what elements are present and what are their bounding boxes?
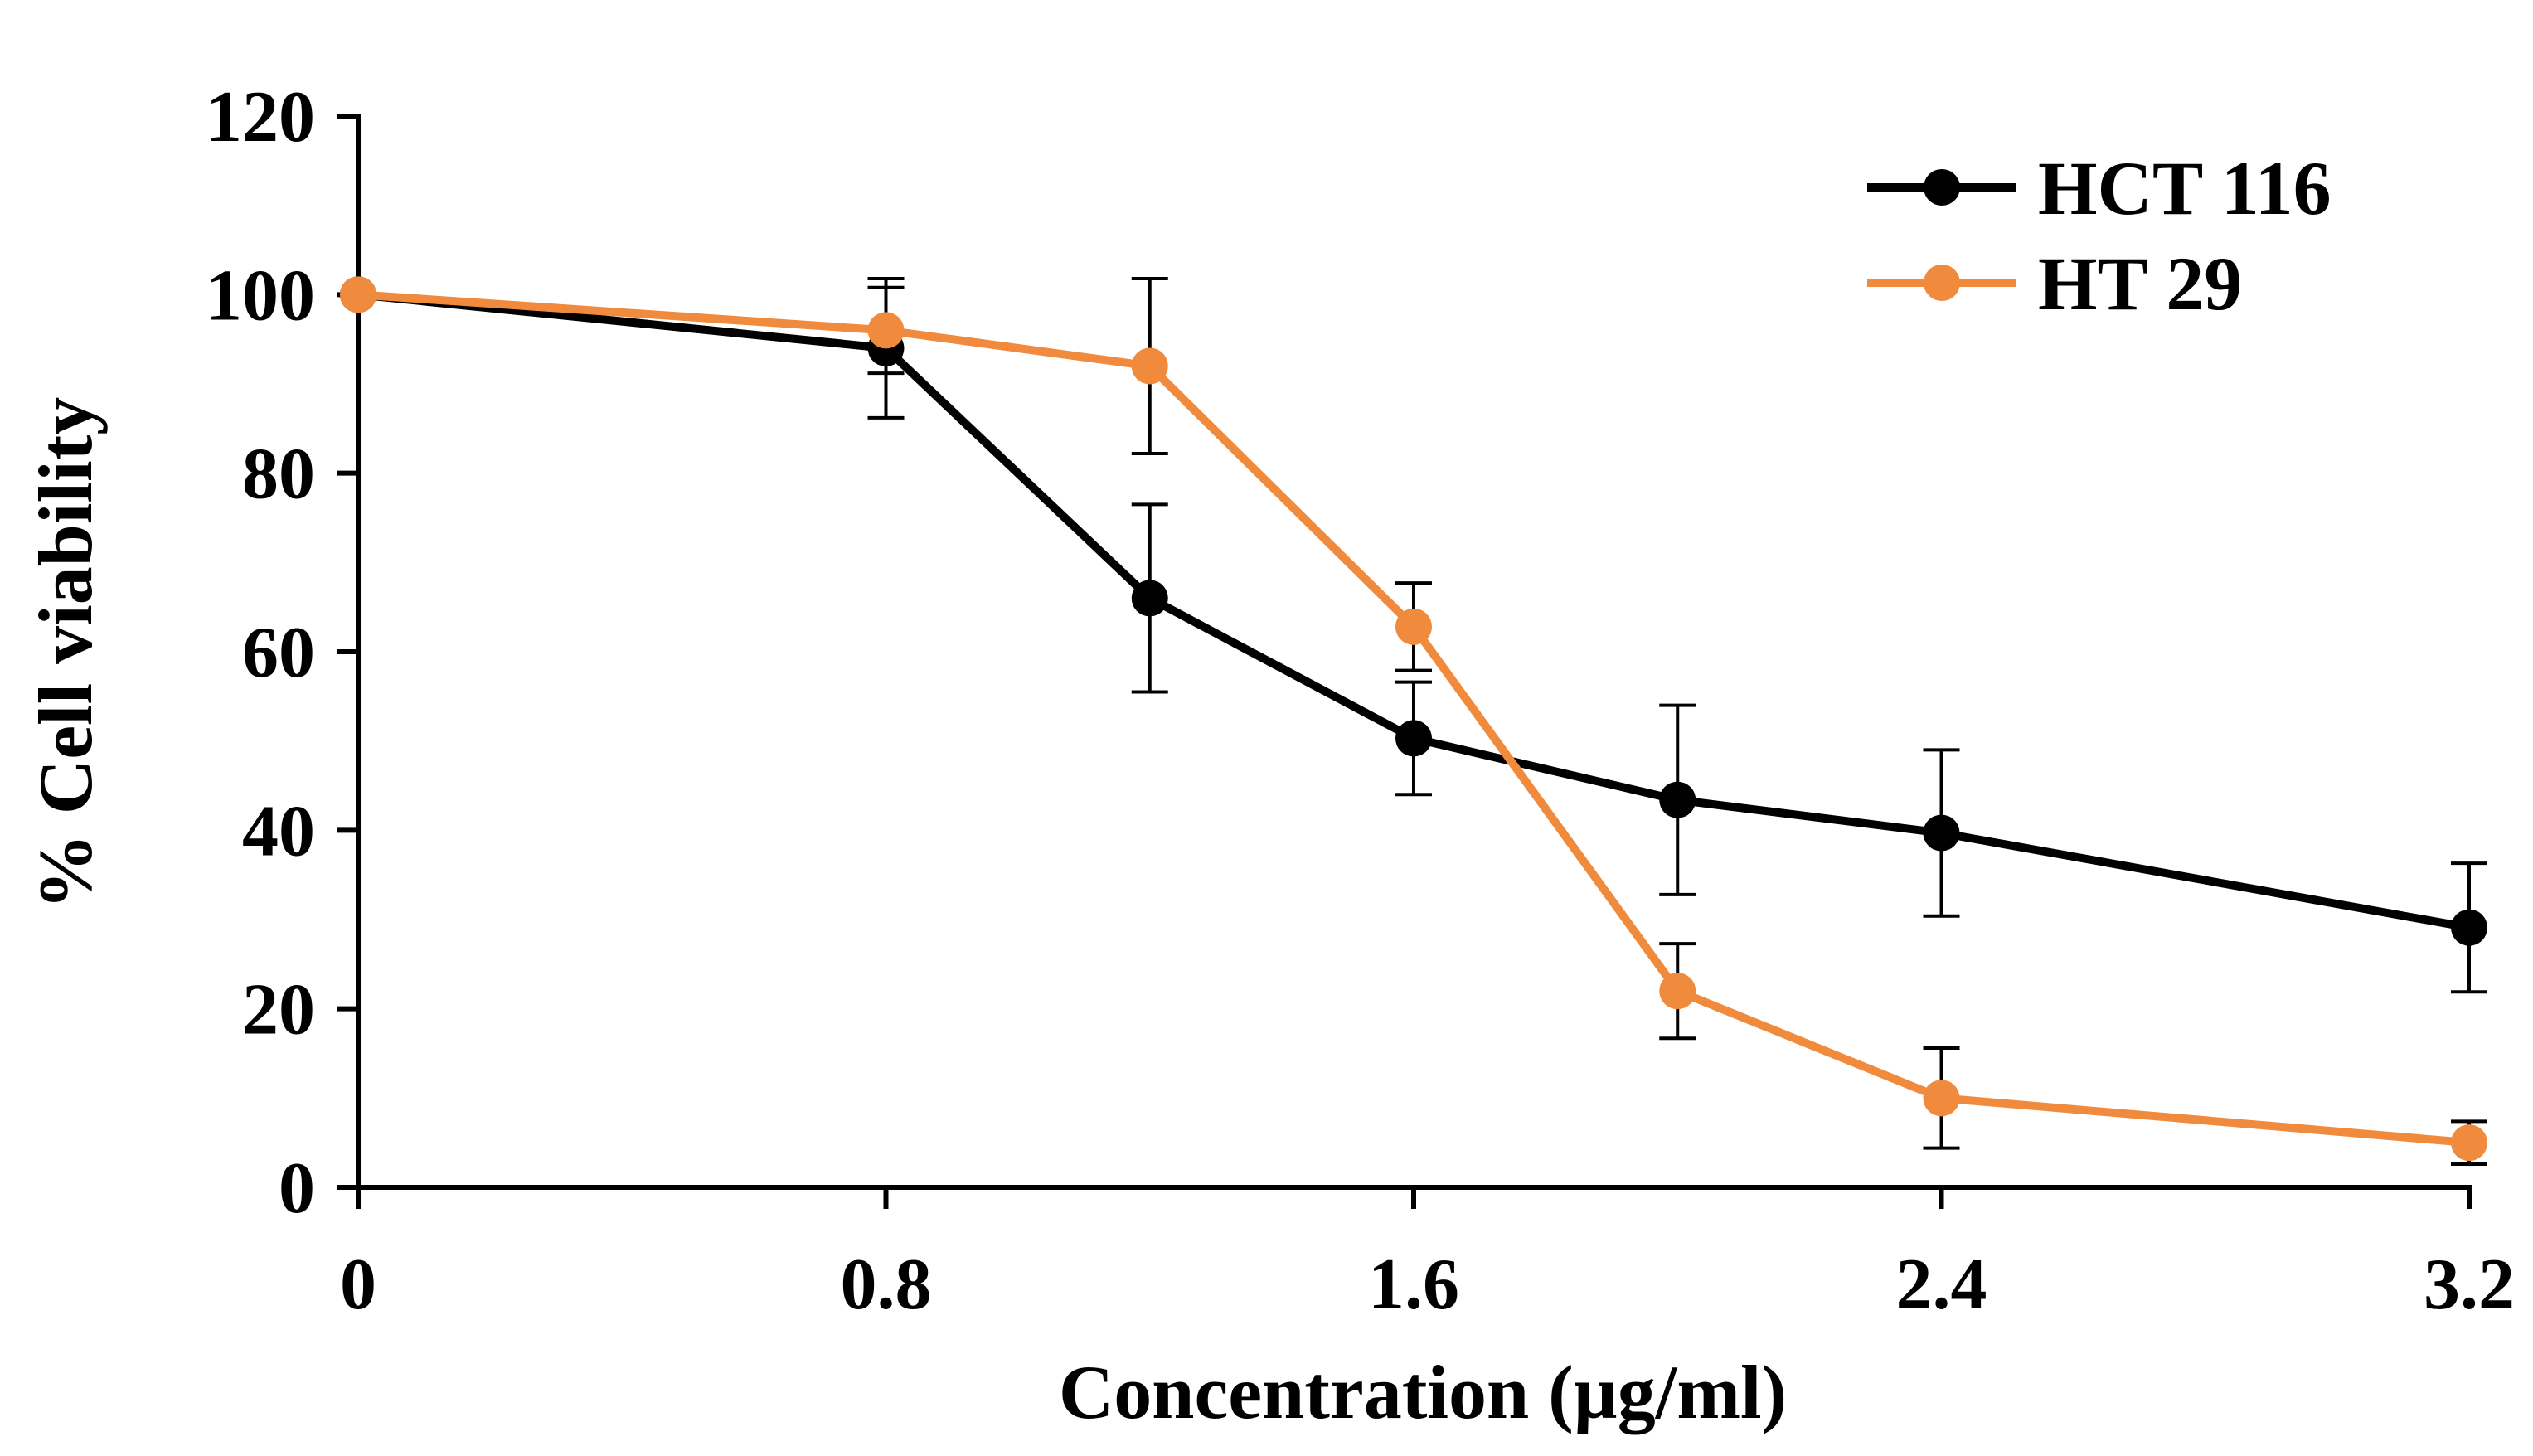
series-group	[340, 276, 2487, 1167]
y-tick-label: 120	[206, 77, 315, 158]
data-point	[1659, 781, 1696, 818]
data-point	[2451, 909, 2487, 946]
data-point	[1923, 1080, 1960, 1117]
x-tick-label: 0	[340, 1245, 376, 1325]
legend-label: HCT 116	[2038, 146, 2332, 231]
data-point	[1659, 973, 1696, 1010]
x-axis-title: Concentration (µg/ml)	[1059, 1350, 1787, 1434]
y-axis-title: % Cell viability	[23, 397, 108, 910]
x-tick-label: 2.4	[1896, 1245, 1987, 1325]
x-tick-label: 0.8	[841, 1245, 932, 1325]
y-tick-label: 80	[242, 434, 315, 515]
data-point	[2451, 1124, 2487, 1162]
legend-marker	[1924, 169, 1960, 206]
y-tick-label: 40	[242, 791, 315, 871]
y-tick-label: 100	[206, 255, 315, 336]
data-point	[340, 276, 376, 313]
y-tick-label: 20	[242, 970, 315, 1051]
x-tick-label: 3.2	[2424, 1245, 2515, 1325]
data-point	[1923, 814, 1960, 852]
data-point	[1395, 720, 1432, 757]
x-tick-label: 1.6	[1368, 1245, 1459, 1325]
legend: HCT 116 HT 29	[1867, 146, 2332, 326]
data-point	[867, 312, 905, 349]
data-point	[1131, 347, 1168, 385]
legend-label: HT 29	[2038, 241, 2242, 326]
data-point	[1395, 608, 1432, 645]
y-tick-label: 0	[279, 1148, 315, 1229]
y-tick-label: 60	[242, 613, 315, 693]
legend-marker	[1924, 265, 1960, 301]
data-point	[1131, 580, 1168, 617]
series-ht-29	[340, 276, 2487, 1167]
